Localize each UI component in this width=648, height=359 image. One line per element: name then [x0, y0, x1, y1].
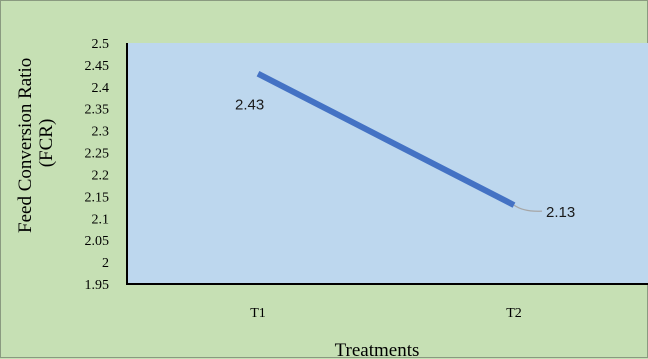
y-tick-label: 2.35: [85, 103, 110, 118]
series-line: [256, 71, 516, 208]
x-tick-label: T2: [506, 306, 522, 321]
y-axis-title-line-2: (FCR): [36, 119, 57, 168]
y-axis-ticks: 1.95 2 2.05 2.1 2.15 2.2 2.25 2.3 2.35 2.4 2.45 2.5: [85, 37, 110, 293]
y-tick-label: 2.5: [92, 37, 110, 52]
y-axis-title-line-1: Feed Conversion Ratio: [15, 58, 36, 233]
y-tick-label: 2: [102, 256, 109, 271]
data-label-t2: 2.13: [546, 204, 575, 221]
data-label-t1: 2.43: [235, 97, 264, 114]
y-axis-title: Feed Conversion Ratio (FCR): [15, 53, 57, 233]
plot-area: [127, 43, 648, 284]
x-tick-label: T1: [250, 306, 266, 321]
y-tick-label: 1.95: [85, 278, 110, 293]
series-group: [256, 71, 516, 208]
x-axis-title: Treatments: [335, 340, 420, 359]
y-tick-label: 2.2: [92, 168, 110, 183]
data-labels: 2.43 2.13: [235, 97, 575, 221]
y-tick-label: 2.25: [85, 147, 110, 162]
y-tick-label: 2.05: [85, 234, 110, 249]
y-tick-label: 2.4: [92, 81, 110, 96]
y-tick-label: 2.3: [92, 125, 110, 140]
leader-line: [513, 204, 543, 212]
x-axis-ticks: T1 T2: [250, 306, 522, 321]
y-tick-label: 2.1: [92, 212, 110, 227]
y-tick-label: 2.15: [85, 190, 110, 205]
y-tick-label: 2.45: [85, 59, 110, 74]
